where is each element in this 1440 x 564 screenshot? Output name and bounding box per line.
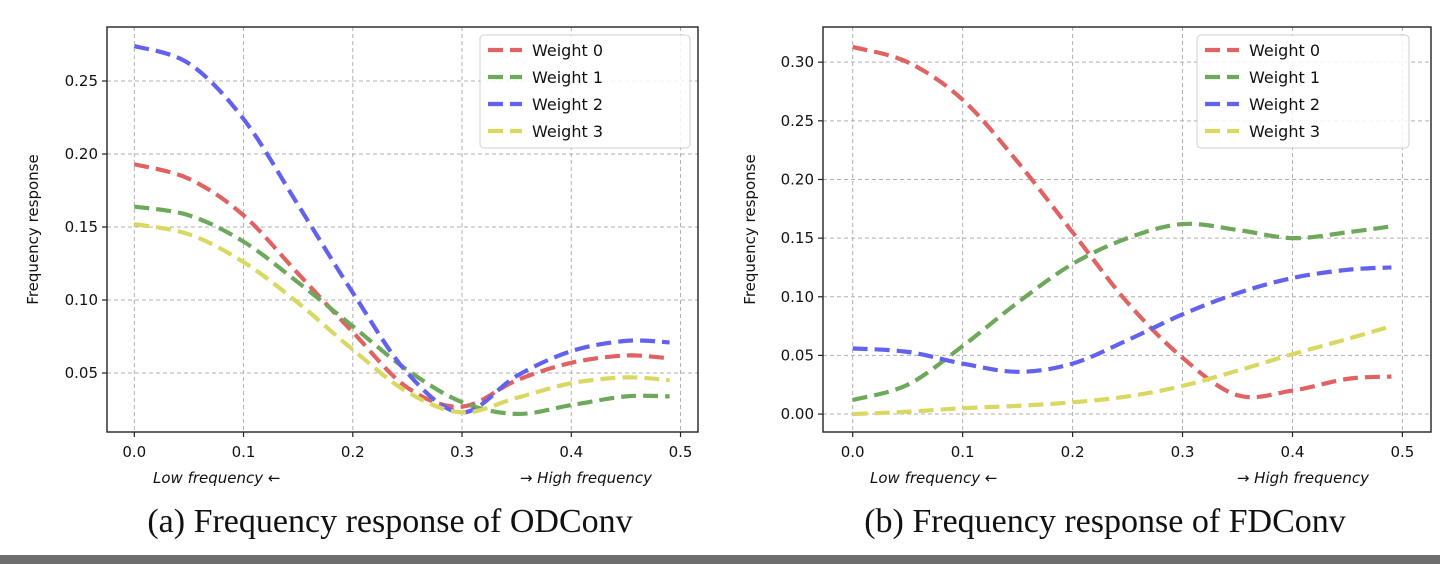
legend-label: Weight 3: [532, 122, 603, 141]
axes-frame: [822, 26, 1432, 433]
y-tick-label: 0.15: [65, 218, 98, 236]
y-axis-label: Frequency response: [741, 154, 759, 304]
legend-label: Weight 0: [532, 41, 603, 60]
x-tick-label: 0.3: [1171, 443, 1195, 461]
x-tick-label: 0.5: [1390, 443, 1414, 461]
y-tick-label: 0.20: [65, 145, 98, 163]
chart-fdconv: 0.0 0.1 0.2 0.3 0.4 0.5 0.00 0.05 0.10 0.15 0.20 0.…: [741, 26, 1432, 540]
x-tick-label: 0.2: [1061, 443, 1085, 461]
legend-label: Weight 2: [1249, 95, 1320, 114]
y-axis-label: Frequency response: [24, 154, 42, 304]
y-tick-label: 0.25: [781, 112, 814, 130]
y-tick-label: 0.15: [781, 229, 814, 247]
legend-label: Weight 3: [1249, 122, 1320, 141]
x-tick-label: 0.3: [450, 443, 474, 461]
chart-odconv: 0.0 0.1 0.2 0.3 0.4 0.5 0.05 0.10 0.15 0.20 0.25 We…: [24, 26, 699, 540]
legend-label: Weight 1: [1249, 68, 1320, 87]
x-tick-label: 0.2: [341, 443, 365, 461]
x-tick-label: 0.0: [122, 443, 146, 461]
axes-frame: [106, 26, 699, 433]
high-frequency-label: → High frequency: [520, 469, 653, 487]
x-tick-label: 0.0: [841, 443, 865, 461]
series-line-weight-0: [133, 162, 670, 409]
chart-caption: (b) Frequency response of FDConv: [864, 503, 1346, 540]
x-tick-label: 0.5: [669, 443, 693, 461]
series-line-weight-1: [852, 221, 1392, 403]
y-tick-label: 0.20: [781, 170, 814, 188]
legend-box: [1196, 34, 1410, 149]
x-tick-label: 0.4: [559, 443, 583, 461]
low-frequency-label: Low frequency ←: [870, 469, 997, 487]
series-line-weight-3: [852, 324, 1393, 417]
y-tick-label: 0.10: [65, 291, 98, 309]
y-tick-label: 0.10: [781, 288, 814, 306]
series-line-weight-2: [133, 43, 670, 415]
low-frequency-label: Low frequency ←: [153, 469, 280, 487]
x-tick-label: 0.4: [1281, 443, 1305, 461]
legend-label: Weight 0: [1249, 41, 1320, 60]
chart-caption: (a) Frequency response of ODConv: [147, 503, 632, 540]
series-line-weight-3: [133, 222, 670, 415]
y-tick-label: 0.05: [65, 364, 98, 382]
x-tick-label: 0.1: [951, 443, 975, 461]
legend-label: Weight 1: [532, 68, 603, 87]
y-tick-label: 0.00: [781, 405, 814, 423]
y-tick-label: 0.05: [781, 346, 814, 364]
y-tick-label: 0.25: [65, 72, 98, 90]
series-line-weight-2: [852, 265, 1392, 374]
bottom-border: [0, 555, 1440, 564]
legend: Weight 0 Weight 1 Weight 2 Weight 3: [479, 34, 691, 149]
legend: Weight 0 Weight 1 Weight 2 Weight 3: [1196, 34, 1410, 149]
legend-label: Weight 2: [532, 95, 603, 114]
high-frequency-label: → High frequency: [1237, 469, 1370, 487]
x-tick-label: 0.1: [232, 443, 256, 461]
legend-box: [479, 34, 691, 149]
y-tick-label: 0.30: [781, 53, 814, 71]
